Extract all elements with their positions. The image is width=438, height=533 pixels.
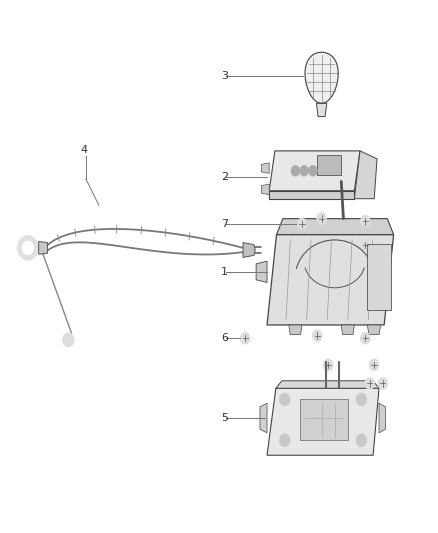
- Text: 4: 4: [80, 144, 87, 155]
- Circle shape: [317, 213, 326, 224]
- Polygon shape: [267, 388, 379, 455]
- Text: 5: 5: [221, 413, 228, 423]
- FancyBboxPatch shape: [367, 244, 391, 310]
- Polygon shape: [39, 241, 47, 254]
- Circle shape: [297, 218, 307, 230]
- Circle shape: [356, 393, 367, 406]
- Circle shape: [300, 165, 308, 176]
- Polygon shape: [289, 325, 302, 335]
- Circle shape: [356, 434, 367, 447]
- Polygon shape: [260, 403, 267, 433]
- Circle shape: [279, 393, 290, 406]
- Polygon shape: [269, 191, 354, 199]
- Polygon shape: [305, 52, 338, 103]
- Polygon shape: [256, 261, 267, 282]
- Polygon shape: [261, 163, 269, 173]
- Circle shape: [240, 333, 250, 344]
- Text: 3: 3: [221, 71, 228, 81]
- Polygon shape: [316, 103, 327, 117]
- Circle shape: [22, 241, 33, 255]
- Circle shape: [291, 165, 300, 176]
- Circle shape: [360, 239, 370, 251]
- Polygon shape: [269, 151, 360, 191]
- Polygon shape: [261, 184, 269, 195]
- Polygon shape: [276, 219, 394, 235]
- Polygon shape: [243, 243, 255, 257]
- Polygon shape: [300, 399, 348, 440]
- Text: 2: 2: [221, 172, 228, 182]
- Polygon shape: [341, 325, 354, 335]
- Circle shape: [360, 333, 370, 344]
- Text: 6: 6: [221, 333, 228, 343]
- Circle shape: [369, 359, 379, 370]
- Circle shape: [360, 215, 370, 227]
- Polygon shape: [267, 235, 394, 325]
- Polygon shape: [354, 151, 377, 199]
- Polygon shape: [276, 381, 379, 388]
- Polygon shape: [367, 325, 381, 335]
- Polygon shape: [317, 155, 341, 175]
- Circle shape: [63, 333, 74, 347]
- Circle shape: [18, 236, 38, 260]
- Circle shape: [365, 377, 374, 389]
- Circle shape: [279, 434, 290, 447]
- Circle shape: [308, 165, 317, 176]
- Circle shape: [378, 377, 388, 389]
- Polygon shape: [379, 403, 385, 433]
- Circle shape: [312, 330, 322, 342]
- Circle shape: [323, 359, 333, 370]
- Text: 7: 7: [221, 219, 228, 229]
- Text: 1: 1: [221, 267, 228, 277]
